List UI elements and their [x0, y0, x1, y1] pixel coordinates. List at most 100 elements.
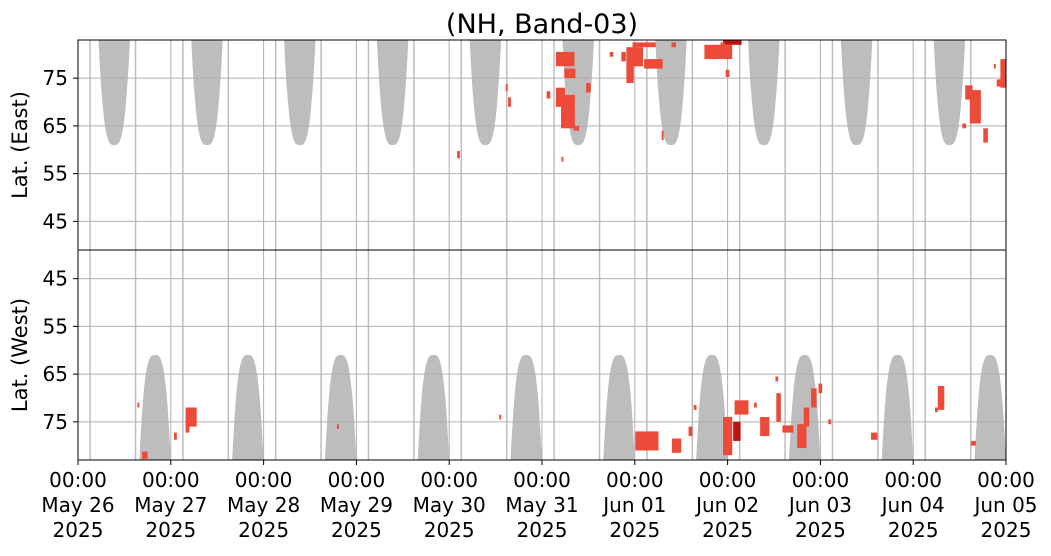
x-tick-label: Jun 05: [972, 493, 1037, 517]
x-tick-label: 00:00: [884, 468, 942, 492]
x-tick-label: 00:00: [420, 468, 478, 492]
activity-cell: [508, 97, 511, 107]
x-tick-label: 00:00: [235, 468, 293, 492]
no-data-swath: [469, 40, 502, 145]
activity-cell: [996, 79, 1003, 87]
activity-cell: [671, 42, 677, 48]
activity-cell: [626, 47, 644, 67]
activity-cell: [174, 432, 177, 440]
x-tick-label: 00:00: [606, 468, 664, 492]
panel-east: 45 55 65 75: [43, 39, 1007, 251]
activity-cell: [734, 400, 749, 415]
x-tick-label: May 30: [413, 493, 486, 517]
activity-cell: [935, 407, 938, 413]
y-tick-label: 55: [43, 162, 68, 186]
activity-cell: [971, 440, 976, 446]
activity-cell: [871, 432, 878, 440]
no-data-swath: [974, 355, 1006, 460]
activity-cell: [803, 407, 810, 427]
x-tick-label: 00:00: [142, 468, 200, 492]
no-data-swath: [324, 355, 357, 460]
x-tick-label: May 27: [134, 493, 207, 517]
activity-cell: [828, 419, 832, 425]
activity-cell: [1000, 59, 1006, 88]
activity-cell: [720, 42, 726, 48]
activity-cell: [818, 383, 823, 394]
x-tick-label: 2025: [888, 518, 939, 542]
x-tick-label: Jun 01: [601, 493, 666, 517]
activity-cell: [561, 156, 564, 162]
no-data-swath: [510, 355, 542, 460]
x-tick-label: May 26: [41, 493, 114, 517]
x-tick-label: 00:00: [699, 468, 757, 492]
y-tick-label: 75: [43, 66, 68, 90]
x-tick-label: 2025: [145, 518, 196, 542]
no-data-swath: [417, 355, 450, 460]
activity-cell: [505, 84, 508, 92]
activity-cell: [185, 425, 190, 433]
x-tick-label: 2025: [238, 518, 289, 542]
no-data-swath: [840, 40, 873, 145]
activity-cell: [185, 407, 197, 427]
activity-cell: [775, 376, 779, 382]
y-axis-label-east: Lat. (East): [8, 91, 32, 199]
activity-cell: [137, 402, 140, 408]
y-tick-label: 45: [43, 267, 68, 291]
no-data-swath: [696, 355, 728, 460]
y-tick-label: 55: [43, 314, 68, 338]
x-tick-label: 00:00: [49, 468, 107, 492]
x-tick-label: 2025: [331, 518, 382, 542]
activity-cell: [693, 405, 697, 410]
activity-cell: [983, 128, 988, 143]
x-tick-label: 2025: [424, 518, 475, 542]
activity-cell: [993, 63, 996, 69]
activity-cell: [725, 69, 730, 77]
activity-cell: [965, 85, 973, 100]
activity-cell: [754, 402, 757, 408]
activity-cell: [555, 87, 566, 107]
no-data-swath: [284, 40, 316, 145]
activity-cell: [499, 414, 502, 420]
x-tick-label: May 28: [227, 493, 300, 517]
activity-cell: [671, 438, 682, 453]
y-tick-label: 65: [43, 114, 68, 138]
x-tick-label: 2025: [702, 518, 753, 542]
activity-cell: [564, 68, 576, 79]
plot-area-west: [78, 250, 1006, 460]
x-tick-label: 2025: [795, 518, 846, 542]
no-data-swath: [603, 355, 635, 460]
activity-cell: [782, 425, 794, 433]
activity-cell: [644, 59, 663, 69]
x-tick-label: Jun 03: [787, 493, 852, 517]
x-tick-label: 00:00: [328, 468, 386, 492]
panel-west: 75 65 55 45: [43, 249, 1007, 461]
x-tick-label: 00:00: [977, 468, 1035, 492]
y-tick-label: 75: [43, 410, 68, 434]
no-data-swath: [748, 40, 780, 145]
activity-cell: [609, 51, 614, 57]
no-data-swath: [232, 355, 264, 460]
no-data-swath: [881, 355, 914, 460]
x-tick-label: Jun 04: [880, 493, 945, 517]
activity-cell: [626, 63, 634, 83]
activity-cell: [546, 91, 551, 99]
x-tick-label: 00:00: [792, 468, 850, 492]
no-data-swath: [933, 40, 966, 145]
activity-cell: [723, 417, 733, 456]
x-tick-label: 2025: [53, 518, 104, 542]
no-data-swath: [655, 40, 687, 145]
activity-cell: [635, 431, 659, 451]
x-tick-label: Jun 02: [694, 493, 759, 517]
activity-cell: [573, 125, 580, 131]
plot-area-east: [78, 40, 1006, 250]
y-tick-label: 45: [43, 209, 68, 233]
activity-cell: [457, 151, 460, 159]
x-tick-label: 2025: [517, 518, 568, 542]
no-data-swath: [376, 40, 409, 145]
no-data-swath: [191, 40, 223, 145]
activity-cell: [661, 130, 664, 141]
activity-cell: [776, 393, 781, 422]
x-tick-label: May 31: [505, 493, 578, 517]
no-data-swath: [98, 40, 130, 145]
